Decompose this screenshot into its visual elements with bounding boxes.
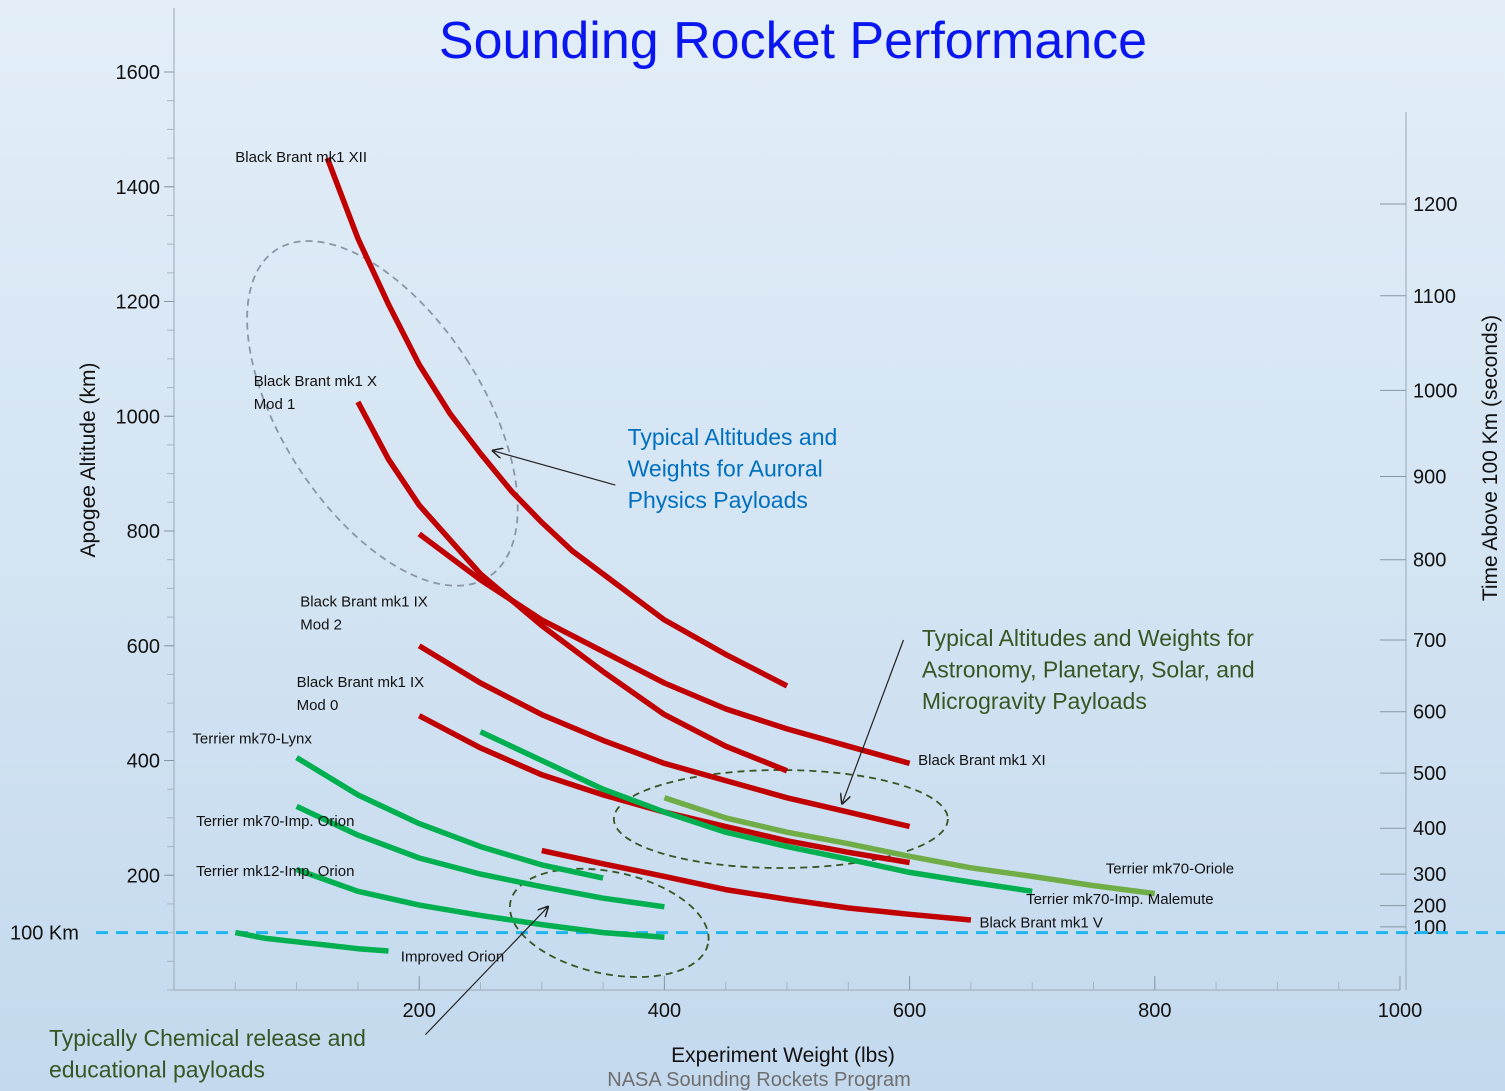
series-label-line: Black Brant mk1 IX <box>297 674 425 691</box>
series-line-black-brant-mk1-v <box>541 847 972 923</box>
y2-tick-label: 500 <box>1413 763 1446 785</box>
y-tick-label: 800 <box>127 521 160 543</box>
series-label-line: Mod 0 <box>297 697 339 714</box>
series-label-terrier-mk70-imp-malemute: Terrier mk70-Imp. Malemute <box>1026 891 1214 908</box>
series-label-line: Terrier mk70-Imp. Orion <box>196 813 354 830</box>
series-label-terrier-mk12-imp-orion: Terrier mk12-Imp. Orion <box>196 863 354 880</box>
callout-line: Typical Altitudes and Weights for <box>922 625 1254 651</box>
series-label-line: Mod 1 <box>254 396 296 413</box>
axes: 200 400 600 800 1000 1200 1400 1600 200 400 600 800… <box>10 8 1505 1022</box>
y2-tick-label: 800 <box>1413 550 1446 572</box>
series-line-terrier-mk70-oriole <box>663 795 1156 897</box>
series-label-improved-orion: Improved Orion <box>401 948 504 965</box>
series-line-terrier-mk70-imp-malemute <box>479 729 1033 895</box>
y-tick-label: 200 <box>127 865 160 887</box>
series-label-terrier-mk70-lynx: Terrier mk70-Lynx <box>192 730 312 747</box>
series-line-terrier-mk70-imp-orion <box>295 803 665 910</box>
y-tick-label: 400 <box>127 751 160 773</box>
y2-tick-label: 1000 <box>1413 380 1458 402</box>
x-tick-label: 1000 <box>1378 1000 1423 1022</box>
series-label-line: Terrier mk70-Imp. Malemute <box>1026 891 1214 908</box>
series-label-line: Terrier mk12-Imp. Orion <box>196 863 354 880</box>
callout-text-1: Typical Altitudes and Weights for Auroral… <box>628 424 838 513</box>
callout-line: Weights for Auroral <box>628 455 823 481</box>
footer-text: NASA Sounding Rockets Program <box>607 1069 911 1091</box>
x-tick-label: 600 <box>893 1000 926 1022</box>
series-line-black-brant-mk1-xii <box>324 157 789 689</box>
payload-region-2 <box>612 769 949 869</box>
series-label-line: Black Brant mk1 XI <box>918 752 1046 769</box>
series-label-line: Terrier mk70-Oriole <box>1106 861 1234 878</box>
highlight-regions <box>246 240 949 978</box>
y-tick-label: 600 <box>127 636 160 658</box>
series-line-terrier-mk70-lynx <box>295 755 604 881</box>
reference-line-label: 100 Km <box>10 923 79 945</box>
y-axis-label: Apogee Altitude (km) <box>77 363 100 558</box>
x-tick-label: 800 <box>1138 1000 1171 1022</box>
callout-line: Astronomy, Planetary, Solar, and <box>922 656 1255 682</box>
x-tick-label: 400 <box>648 1000 681 1022</box>
callout-text-3: Typically Chemical release and educationa… <box>49 1025 366 1083</box>
series-label-terrier-mk70-imp-orion: Terrier mk70-Imp. Orion <box>196 813 354 830</box>
callout-line: Typical Altitudes and <box>628 424 838 450</box>
y2-tick-label: 1100 <box>1413 286 1456 308</box>
series-label-black-brant-mk1-v: Black Brant mk1 V <box>979 914 1102 931</box>
series-line-black-brant-mk1-x-mod-1 <box>355 400 789 774</box>
y2-tick-label: 400 <box>1413 818 1446 840</box>
callout-annotations: Typical Altitudes and Weights for Auroral… <box>49 424 1255 1083</box>
series-label-line: Black Brant mk1 IX <box>300 594 428 611</box>
series-label-black-brant-mk1-ix-mod-0: Black Brant mk1 IX Mod 0 <box>297 674 425 714</box>
y2-tick-label: 200 <box>1413 896 1446 918</box>
callout-arrow-2 <box>842 639 905 804</box>
y2-tick-label: 100 <box>1413 917 1446 939</box>
callout-line: educational payloads <box>49 1057 265 1083</box>
series-label-black-brant-mk1-xii: Black Brant mk1 XII <box>235 149 367 166</box>
series-line-improved-orion <box>234 929 389 954</box>
y2-tick-label: 1200 <box>1413 194 1458 216</box>
series-label-black-brant-mk1-xi: Black Brant mk1 XI <box>918 752 1046 769</box>
y2-tick-label: 600 <box>1413 702 1446 724</box>
series-label-line: Terrier mk70-Lynx <box>192 730 312 747</box>
y2-axis-label: Time Above 100 Km (seconds) <box>1479 315 1502 601</box>
y2-tick-label: 900 <box>1413 466 1446 488</box>
x-tick-label: 200 <box>403 1000 436 1022</box>
series-label-line: Mod 2 <box>300 617 342 634</box>
callout-arrow-1 <box>493 451 616 486</box>
callout-line: Physics Payloads <box>628 487 808 513</box>
series-label-line: Black Brant mk1 X <box>254 373 377 390</box>
y-tick-label: 1200 <box>116 292 161 314</box>
chart-title: Sounding Rocket Performance <box>439 12 1147 70</box>
series-label-line: Improved Orion <box>401 948 504 965</box>
callout-line: Microgravity Payloads <box>922 688 1147 714</box>
y-tick-label: 1000 <box>116 406 161 428</box>
series-line-black-brant-mk1-ix-mod-2 <box>417 531 911 767</box>
payload-region-3 <box>508 867 710 978</box>
series-label-black-brant-mk1-ix-mod-2: Black Brant mk1 IX Mod 2 <box>300 594 428 634</box>
series-label-line: Black Brant mk1 V <box>979 914 1102 931</box>
y2-tick-label: 300 <box>1413 864 1446 886</box>
callout-line: Typically Chemical release and <box>49 1025 366 1051</box>
y-tick-label: 1600 <box>116 62 161 84</box>
callout-arrow-3 <box>424 907 548 1036</box>
series-lines <box>234 157 1156 954</box>
callout-text-2: Typical Altitudes and Weights for Astrono… <box>922 625 1255 714</box>
series-label-black-brant-mk1-x-mod-1: Black Brant mk1 X Mod 1 <box>254 373 377 413</box>
y-tick-label: 1400 <box>116 177 161 199</box>
series-line-terrier-mk12-imp-orion <box>295 866 665 940</box>
series-label-terrier-mk70-oriole: Terrier mk70-Oriole <box>1106 861 1234 878</box>
series-label-line: Black Brant mk1 XII <box>235 149 367 166</box>
payload-region-1 <box>246 240 519 587</box>
x-axis-label: Experiment Weight (lbs) <box>671 1044 895 1067</box>
y2-tick-label: 700 <box>1413 630 1446 652</box>
series-line-black-brant-mk1-ix-mod-0 <box>417 643 911 830</box>
series-labels: Black Brant mk1 XII Black Brant mk1 X Mod … <box>192 149 1234 965</box>
